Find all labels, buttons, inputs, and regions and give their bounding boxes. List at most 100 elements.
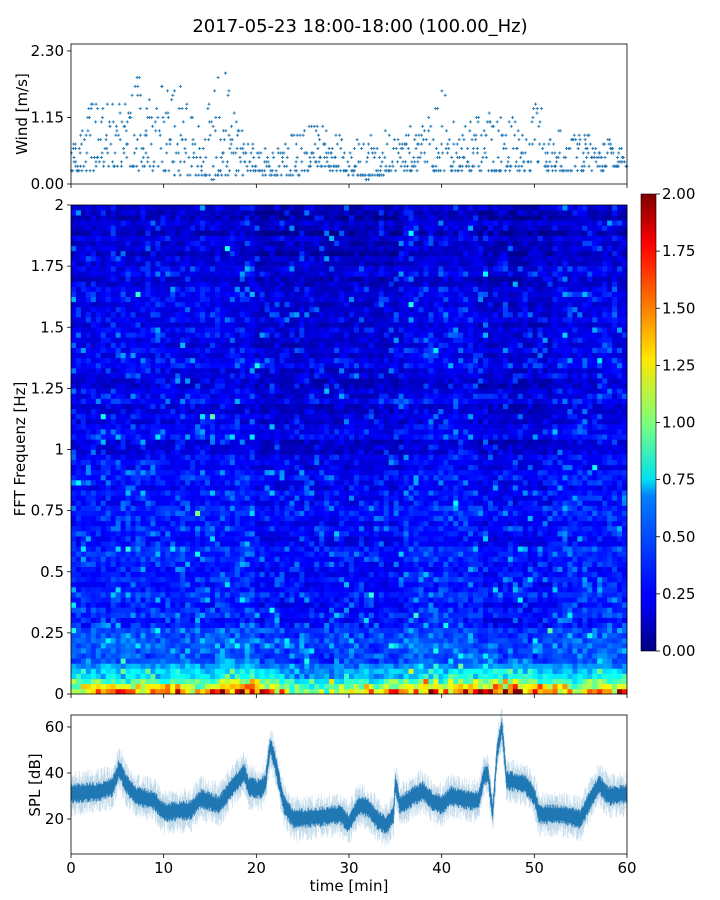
- spectrogram-cell: [150, 474, 156, 481]
- spectrogram-cell: [120, 327, 126, 333]
- spectrogram-cell: [284, 383, 290, 389]
- spectrogram-cell: [294, 612, 300, 618]
- spectrogram-cell: [115, 495, 122, 501]
- spectrogram-cell: [160, 408, 166, 415]
- spectrogram-cell: [239, 581, 246, 588]
- spectrogram-cell: [200, 500, 206, 506]
- spectrogram-cell: [319, 322, 325, 328]
- spectrogram-cell: [85, 485, 92, 491]
- spectrogram-cell: [205, 515, 211, 522]
- spectrogram-cell: [274, 622, 280, 629]
- spectrogram-cell: [165, 296, 171, 303]
- spectrogram-cell: [125, 357, 131, 364]
- spectrogram-cell: [115, 230, 122, 236]
- spectrogram-cell: [120, 531, 126, 537]
- spectrogram-cell: [125, 255, 131, 262]
- spectrogram-cell: [175, 668, 181, 674]
- spectrogram-cell: [210, 663, 216, 669]
- spectrogram-cell: [239, 607, 246, 613]
- spectrogram-cell: [145, 485, 151, 491]
- spectrogram-cell: [170, 602, 176, 608]
- spectrogram-cell: [219, 357, 226, 364]
- spectrogram-cell: [120, 403, 126, 410]
- spectrogram-cell: [135, 434, 141, 440]
- spectrogram-cell: [85, 352, 92, 359]
- spectrogram-cell: [90, 301, 97, 308]
- spectrogram-cell: [160, 240, 166, 247]
- spectrogram-cell: [185, 245, 191, 252]
- spectrogram-cell: [71, 566, 77, 573]
- spectrogram-cell: [130, 291, 136, 297]
- spectrogram-cell: [95, 592, 102, 598]
- spectrogram-cell: [130, 474, 136, 481]
- spectrogram-cell: [264, 296, 270, 303]
- spectrogram-cell: [170, 413, 176, 420]
- spectrogram-cell: [75, 658, 82, 664]
- spectrogram-cell: [125, 368, 131, 374]
- spectrogram-cell: [140, 531, 146, 537]
- spectrogram-cell: [185, 678, 191, 685]
- spectrogram-cell: [299, 505, 305, 511]
- spectrogram-cell: [130, 250, 136, 257]
- spectrogram-cell: [135, 322, 141, 328]
- spectrogram-cell: [304, 225, 310, 231]
- spectrogram-cell: [115, 597, 122, 603]
- spectrogram-cell: [165, 627, 171, 634]
- spectrogram-cell: [165, 637, 171, 644]
- spectrogram-cell: [155, 403, 161, 410]
- spectrogram-cell: [130, 546, 136, 552]
- spectrogram-cell: [294, 245, 300, 252]
- spectrogram-cell: [75, 286, 82, 292]
- spectrogram-cell: [324, 536, 330, 542]
- spectrogram-cell: [324, 510, 330, 517]
- spectrogram-cell: [180, 632, 186, 639]
- spectrogram-cell: [71, 587, 77, 593]
- spectrogram-cell: [80, 266, 87, 272]
- spectrogram-cell: [155, 556, 161, 562]
- spectrogram-cell: [324, 688, 330, 695]
- spectrogram-cell: [269, 587, 275, 593]
- spectrogram-cell: [130, 271, 136, 277]
- spectrogram-cell: [259, 255, 265, 262]
- spectrogram-cell: [71, 643, 77, 649]
- spectrogram-cell: [264, 556, 270, 562]
- spectrogram-cell: [125, 449, 131, 455]
- spectrogram-cell: [205, 444, 211, 450]
- spectrogram-cell: [200, 637, 206, 644]
- spectrogram-cell: [249, 587, 256, 593]
- spectrogram-cell: [274, 464, 280, 471]
- spectrogram-cell: [90, 683, 97, 690]
- spectrogram-cell: [284, 607, 290, 613]
- spectrogram-cell: [289, 296, 295, 303]
- spectrogram-cell: [229, 383, 236, 389]
- spectrogram-cell: [90, 632, 97, 639]
- spectrogram-cell: [71, 480, 77, 486]
- spectrogram-cell: [324, 322, 330, 328]
- spectrogram-cell: [264, 342, 270, 348]
- spectrogram-cell: [299, 398, 305, 404]
- spectrogram-cell: [145, 464, 151, 471]
- spectrogram-cell: [100, 480, 107, 486]
- spectrogram-cell: [115, 622, 122, 629]
- spectrogram-cell: [145, 434, 151, 440]
- spectrogram-cell: [125, 678, 131, 685]
- spectrogram-cell: [140, 546, 146, 552]
- spectrogram-cell: [200, 261, 206, 267]
- spectrogram-cell: [234, 571, 241, 578]
- spectrogram-cell: [259, 215, 265, 221]
- spectrogram-cell: [90, 510, 97, 517]
- spectrogram-cell: [219, 536, 226, 542]
- spectrogram-cell: [264, 592, 270, 598]
- spectrogram-cell: [279, 581, 285, 588]
- spectrogram-cell: [205, 276, 211, 282]
- spectrogram-cell: [224, 658, 231, 664]
- spectrogram-cell: [309, 250, 315, 257]
- spectrogram-cell: [125, 551, 131, 557]
- spectrogram-cell: [309, 408, 315, 415]
- spectrogram-cell: [309, 490, 315, 496]
- spectrogram-cell: [314, 637, 320, 644]
- spectrogram-cell: [299, 637, 305, 644]
- spectrogram-cell: [229, 515, 236, 522]
- spectrogram-cell: [71, 637, 77, 644]
- spectrogram-cell: [304, 627, 310, 634]
